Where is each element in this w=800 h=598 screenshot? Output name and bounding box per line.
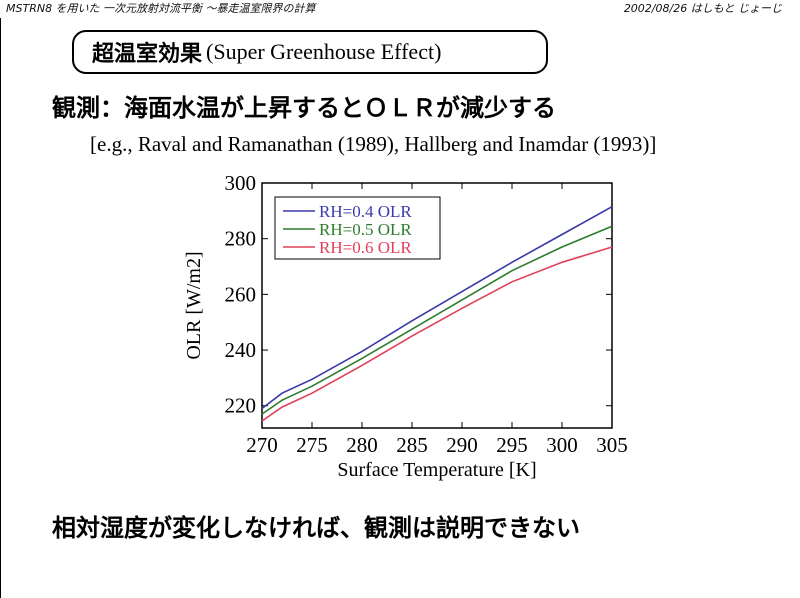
series-line-1 bbox=[261, 206, 613, 410]
series-line-3 bbox=[261, 246, 613, 422]
x-tick-label-290: 290 bbox=[446, 433, 478, 457]
y-tick-label-260: 260 bbox=[225, 282, 257, 306]
legend-entry-1: RH=0.4 OLR bbox=[319, 202, 412, 221]
series-line-2 bbox=[261, 225, 613, 415]
legend-entry-2: RH=0.5 OLR bbox=[319, 220, 412, 239]
x-tick-label-275: 275 bbox=[296, 433, 328, 457]
conclusion-statement: 相対湿度が変化しなければ、観測は説明できない bbox=[52, 514, 580, 542]
legend-entry-3: RH=0.6 OLR bbox=[319, 238, 412, 257]
y-axis-label: OLR [W/m2] bbox=[183, 251, 205, 359]
plot-area: 270 275 280 285 290 295 300 305 220 240 260 280 300 S… bbox=[183, 171, 628, 481]
y-tick-label-220: 220 bbox=[225, 394, 257, 418]
reference-citation: [e.g., Raval and Ramanathan (1989), Hall… bbox=[90, 132, 657, 156]
slide-title-jp: 超温室効果 bbox=[92, 42, 203, 67]
x-tick-label-280: 280 bbox=[346, 433, 378, 457]
x-tick-label-300: 300 bbox=[546, 433, 578, 457]
x-axis-label: Surface Temperature [K] bbox=[337, 459, 536, 481]
header-note-right: 2002/08/26 はしもと じょーじ bbox=[623, 2, 782, 15]
slide-title-en: (Super Greenhouse Effect) bbox=[206, 39, 442, 64]
x-tick-label-285: 285 bbox=[396, 433, 428, 457]
plot-frame bbox=[261, 182, 613, 429]
x-tick-label-305: 305 bbox=[596, 433, 628, 457]
slide-title-box: 超温室効果 (Super Greenhouse Effect) bbox=[72, 30, 548, 74]
header-note-left: MSTRN8 を用いた 一次元放射対流平衡 〜暴走温室限界の計算 bbox=[6, 2, 316, 15]
y-tick-label-280: 280 bbox=[225, 227, 257, 251]
x-tick-label-270: 270 bbox=[246, 433, 278, 457]
y-tick-label-300: 300 bbox=[225, 171, 257, 195]
x-tick-label-295: 295 bbox=[496, 433, 528, 457]
legend-box bbox=[274, 196, 441, 260]
observation-statement: 観測：海面水温が上昇するとＯＬＲが減少する bbox=[52, 94, 556, 122]
slide-left-border bbox=[0, 18, 1, 598]
y-tick-label-240: 240 bbox=[225, 338, 257, 362]
